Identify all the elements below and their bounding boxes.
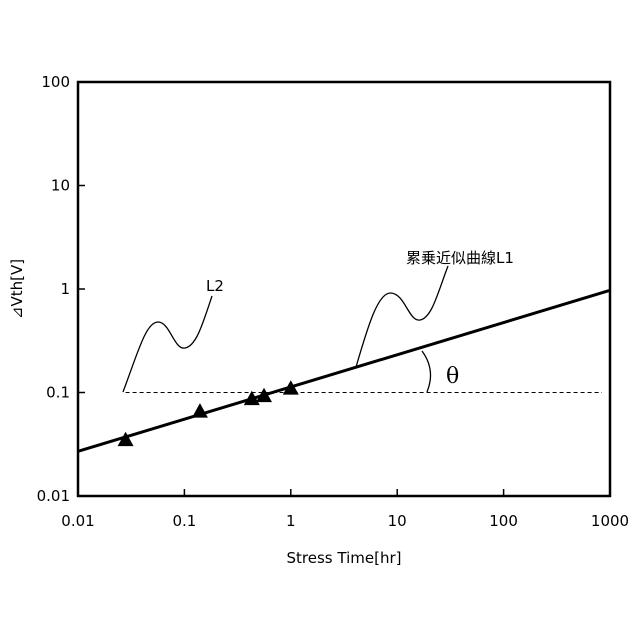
x-axis-title: Stress Time[hr] [287, 549, 402, 567]
y-tick-label: 0.1 [46, 384, 70, 402]
x-tick-label: 0.01 [61, 512, 94, 530]
y-tick-label: 10 [51, 177, 70, 195]
l2-label: L2 [206, 277, 224, 295]
x-tick-label: 0.1 [172, 512, 196, 530]
plot-area [78, 82, 610, 496]
y-tick-label: 1 [60, 280, 70, 298]
y-axis-title: ⊿Vth[V] [8, 259, 26, 319]
x-tick-label: 1 [286, 512, 296, 530]
x-tick-label: 100 [489, 512, 518, 530]
theta-label: θ [446, 364, 459, 389]
x-tick-label: 10 [388, 512, 407, 530]
x-tick-label: 1000 [591, 512, 629, 530]
y-tick-label: 100 [41, 73, 70, 91]
y-tick-label: 0.01 [37, 487, 70, 505]
l1-label: 累乗近似曲線L1 [406, 249, 514, 267]
